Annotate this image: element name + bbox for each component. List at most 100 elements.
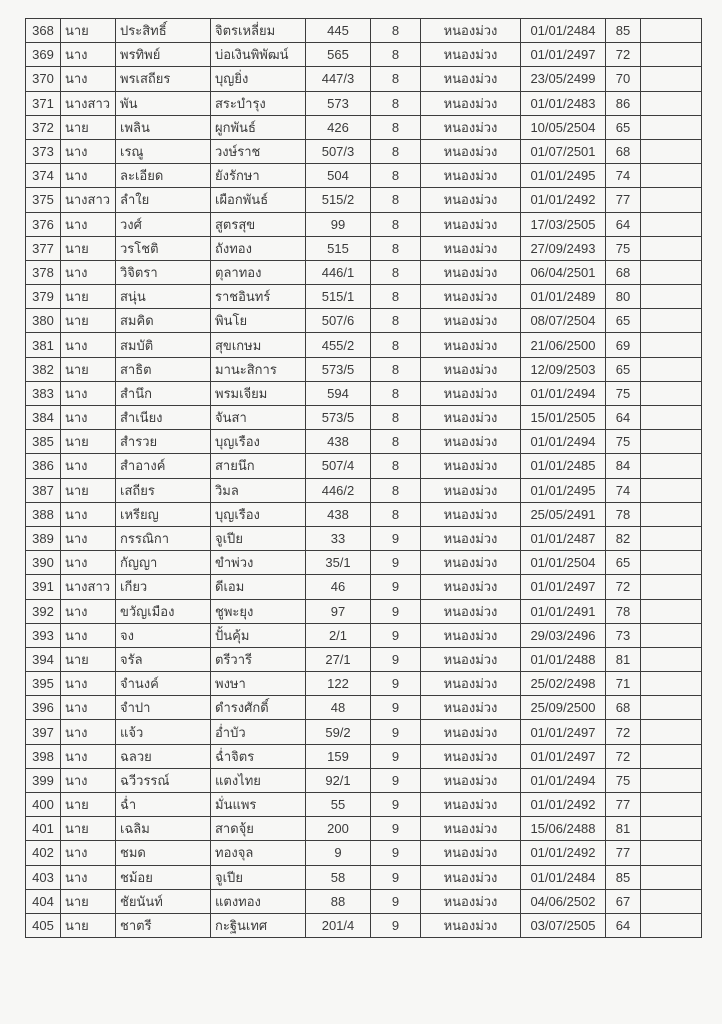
- row-number-cell: 369: [25, 42, 61, 68]
- first-name-cell: จำนงค์: [115, 671, 211, 697]
- first-name-cell: ชาตรี: [115, 912, 211, 939]
- row-number-cell: 398: [25, 743, 61, 769]
- row-number-cell: 379: [25, 284, 61, 310]
- last-name-cell: ยังรักษา: [210, 163, 306, 189]
- village-number-cell: 8: [370, 453, 421, 479]
- title-prefix-cell: นาย: [60, 888, 116, 914]
- village-name-cell: หนองม่วง: [420, 550, 521, 576]
- village-number-cell: 8: [370, 404, 421, 431]
- last-name-cell: อ่ำบัว: [210, 719, 306, 745]
- village-name-cell: หนองม่วง: [420, 380, 521, 407]
- table-row: 385 นาย สำรวย บุญเรือง 438 8 หนองม่วง 01/01/249…: [25, 429, 702, 455]
- last-name-cell: ทองจุล: [210, 840, 306, 866]
- first-name-cell: เกียว: [115, 574, 211, 600]
- row-number-cell: 370: [25, 66, 61, 92]
- last-name-cell: บุญเรือง: [210, 501, 306, 527]
- house-number-cell: 58: [305, 864, 371, 890]
- house-number-cell: 159: [305, 743, 371, 769]
- village-name-cell: หนองม่วง: [420, 912, 521, 939]
- row-number-cell: 400: [25, 791, 61, 818]
- row-number-cell: 372: [25, 114, 61, 140]
- first-name-cell: กรรณิกา: [115, 525, 211, 552]
- village-number-cell: 8: [370, 332, 421, 358]
- table-row: 392 นาง ขวัญเมือง ชูพะยุง 97 9 หนองม่วง 01/01/2…: [25, 598, 702, 624]
- house-number-cell: 97: [305, 598, 371, 624]
- age-cell: 77: [605, 187, 641, 213]
- first-name-cell: เรณู: [115, 138, 211, 165]
- first-name-cell: ฉวีวรรณ์: [115, 767, 211, 794]
- birth-date-cell: 01/01/2492: [520, 840, 606, 866]
- table-row: 395 นาง จำนงค์ พงษา 122 9 หนองม่วง 25/02/2498 71: [25, 671, 702, 697]
- first-name-cell: สาธิต: [115, 356, 211, 382]
- birth-date-cell: 01/01/2492: [520, 187, 606, 213]
- age-cell: 82: [605, 525, 641, 552]
- village-name-cell: หนองม่วง: [420, 791, 521, 818]
- house-number-cell: 507/3: [305, 138, 371, 165]
- title-prefix-cell: นาง: [60, 501, 116, 527]
- first-name-cell: ประสิทธิ์: [115, 17, 211, 44]
- table-row: 383 นาง สำนึก พรมเจียม 594 8 หนองม่วง 01/01/249…: [25, 380, 702, 407]
- village-number-cell: 8: [370, 187, 421, 213]
- remark-cell: [640, 840, 702, 866]
- age-cell: 69: [605, 332, 641, 358]
- table-row: 378 นาง วิจิตรา ตุลาทอง 446/1 8 หนองม่วง 06/04/…: [25, 259, 702, 286]
- last-name-cell: พินโย: [210, 308, 306, 334]
- age-cell: 75: [605, 767, 641, 794]
- row-number-cell: 393: [25, 622, 61, 648]
- village-number-cell: 9: [370, 622, 421, 648]
- house-number-cell: 48: [305, 695, 371, 721]
- first-name-cell: สนุ่น: [115, 284, 211, 310]
- birth-date-cell: 01/01/2497: [520, 719, 606, 745]
- table-row: 372 นาย เพลิน ผูกพันธ์ 426 8 หนองม่วง 10/05/250…: [25, 114, 702, 140]
- birth-date-cell: 01/01/2489: [520, 284, 606, 310]
- remark-cell: [640, 429, 702, 455]
- remark-cell: [640, 138, 702, 165]
- remark-cell: [640, 719, 702, 745]
- age-cell: 78: [605, 598, 641, 624]
- village-number-cell: 8: [370, 114, 421, 140]
- birth-date-cell: 01/01/2483: [520, 90, 606, 116]
- last-name-cell: ชูพะยุง: [210, 598, 306, 624]
- village-name-cell: หนองม่วง: [420, 864, 521, 890]
- first-name-cell: ฉลวย: [115, 743, 211, 769]
- village-number-cell: 9: [370, 598, 421, 624]
- last-name-cell: พงษา: [210, 671, 306, 697]
- title-prefix-cell: นาง: [60, 671, 116, 697]
- village-number-cell: 8: [370, 42, 421, 68]
- birth-date-cell: 01/07/2501: [520, 138, 606, 165]
- age-cell: 75: [605, 380, 641, 407]
- first-name-cell: ชมด: [115, 840, 211, 866]
- table-row: 380 นาย สมคิด พินโย 507/6 8 หนองม่วง 08/07/2504…: [25, 308, 702, 334]
- last-name-cell: สุขเกษม: [210, 332, 306, 358]
- birth-date-cell: 15/06/2488: [520, 816, 606, 842]
- last-name-cell: ถังทอง: [210, 235, 306, 261]
- first-name-cell: ลำใย: [115, 187, 211, 213]
- row-number-cell: 373: [25, 138, 61, 165]
- remark-cell: [640, 17, 702, 44]
- title-prefix-cell: นาย: [60, 356, 116, 382]
- table-row: 398 นาง ฉลวย ฉ่ำจิตร 159 9 หนองม่วง 01/01/2497 7…: [25, 743, 702, 769]
- house-number-cell: 565: [305, 42, 371, 68]
- last-name-cell: ดีเอม: [210, 574, 306, 600]
- row-number-cell: 392: [25, 598, 61, 624]
- house-number-cell: 515/2: [305, 187, 371, 213]
- row-number-cell: 399: [25, 767, 61, 794]
- birth-date-cell: 03/07/2505: [520, 912, 606, 939]
- village-name-cell: หนองม่วง: [420, 525, 521, 552]
- row-number-cell: 368: [25, 17, 61, 44]
- house-number-cell: 447/3: [305, 66, 371, 92]
- birth-date-cell: 25/02/2498: [520, 671, 606, 697]
- village-number-cell: 9: [370, 864, 421, 890]
- row-number-cell: 387: [25, 477, 61, 503]
- age-cell: 72: [605, 574, 641, 600]
- village-number-cell: 9: [370, 791, 421, 818]
- village-name-cell: หนองม่วง: [420, 235, 521, 261]
- house-number-cell: 594: [305, 380, 371, 407]
- age-cell: 72: [605, 743, 641, 769]
- table-row: 387 นาย เสถียร วิมล 446/2 8 หนองม่วง 01/01/2495…: [25, 477, 702, 503]
- table-row: 391 นางสาว เกียว ดีเอม 46 9 หนองม่วง 01/01/2497…: [25, 574, 702, 600]
- remark-cell: [640, 743, 702, 769]
- birth-date-cell: 27/09/2493: [520, 235, 606, 261]
- village-name-cell: หนองม่วง: [420, 501, 521, 527]
- row-number-cell: 384: [25, 404, 61, 431]
